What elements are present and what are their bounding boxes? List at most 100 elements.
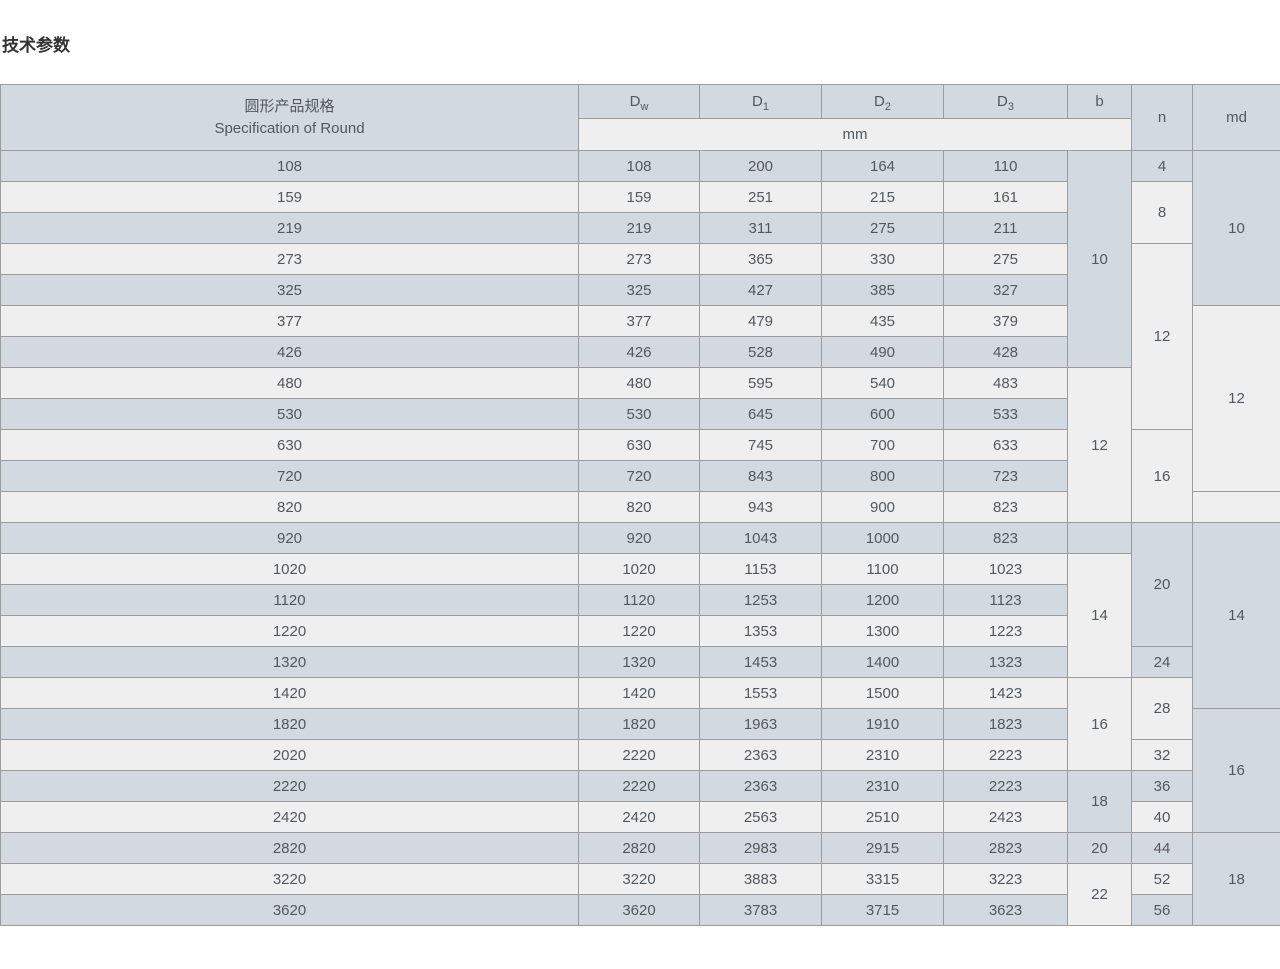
- cell-d2: 275: [822, 213, 944, 244]
- col-header-md: md: [1193, 85, 1280, 151]
- cell-d2: 330: [822, 244, 944, 275]
- cell-n: 32: [1132, 740, 1193, 771]
- cell-n: 16: [1132, 430, 1193, 523]
- spec-table: 圆形产品规格 Specification of Round Dw D1 D2 D…: [0, 84, 1280, 926]
- cell-b: 12: [1068, 368, 1132, 523]
- page-title: 技术参数: [2, 34, 1280, 58]
- cell-n: 12: [1132, 244, 1193, 430]
- cell-d3: 327: [944, 275, 1068, 306]
- cell-d1: 2363: [700, 740, 822, 771]
- cell-n: 56: [1132, 895, 1193, 926]
- cell-spec: 1420: [1, 678, 579, 709]
- cell-d3: 1323: [944, 647, 1068, 678]
- cell-dw: 2220: [579, 740, 700, 771]
- cell-dw: 720: [579, 461, 700, 492]
- cell-n: 52: [1132, 864, 1193, 895]
- cell-d3: 161: [944, 182, 1068, 213]
- cell-n: 8: [1132, 182, 1193, 244]
- cell-dw: 426: [579, 337, 700, 368]
- cell-d2: 164: [822, 151, 944, 182]
- cell-spec: 720: [1, 461, 579, 492]
- cell-d1: 745: [700, 430, 822, 461]
- cell-d3: 379: [944, 306, 1068, 337]
- cell-d1: 365: [700, 244, 822, 275]
- cell-n: 24: [1132, 647, 1193, 678]
- cell-spec: 3220: [1, 864, 579, 895]
- cell-b: 22: [1068, 864, 1132, 926]
- cell-d1: 1253: [700, 585, 822, 616]
- cell-d2: 1000: [822, 523, 944, 554]
- cell-d1: 1153: [700, 554, 822, 585]
- cell-spec: 219: [1, 213, 579, 244]
- cell-dw: 1320: [579, 647, 700, 678]
- cell-dw: 325: [579, 275, 700, 306]
- cell-d1: 251: [700, 182, 822, 213]
- cell-spec: 159: [1, 182, 579, 213]
- cell-spec: 820: [1, 492, 579, 523]
- cell-d1: 595: [700, 368, 822, 399]
- cell-d3: 533: [944, 399, 1068, 430]
- cell-d3: 1423: [944, 678, 1068, 709]
- spec-header-en: Specification of Round: [1, 118, 578, 140]
- cell-n: 40: [1132, 802, 1193, 833]
- cell-d1: 200: [700, 151, 822, 182]
- cell-spec: 1820: [1, 709, 579, 740]
- cell-d2: 2510: [822, 802, 944, 833]
- cell-d1: 843: [700, 461, 822, 492]
- cell-d2: 600: [822, 399, 944, 430]
- cell-d1: 3783: [700, 895, 822, 926]
- cell-dw: 273: [579, 244, 700, 275]
- cell-d2: 800: [822, 461, 944, 492]
- cell-dw: 1220: [579, 616, 700, 647]
- cell-d3: 275: [944, 244, 1068, 275]
- cell-d3: 1023: [944, 554, 1068, 585]
- col-header-d2: D2: [822, 85, 944, 119]
- cell-d3: 3623: [944, 895, 1068, 926]
- cell-dw: 2420: [579, 802, 700, 833]
- col-header-spec: 圆形产品规格 Specification of Round: [1, 85, 579, 151]
- cell-spec: 2020: [1, 740, 579, 771]
- cell-d3: 1823: [944, 709, 1068, 740]
- cell-dw: 1120: [579, 585, 700, 616]
- cell-d1: 2363: [700, 771, 822, 802]
- cell-md: 14: [1193, 523, 1280, 709]
- cell-d2: 1910: [822, 709, 944, 740]
- cell-d2: 1200: [822, 585, 944, 616]
- cell-b: 18: [1068, 771, 1132, 833]
- cell-dw: 377: [579, 306, 700, 337]
- cell-dw: 1020: [579, 554, 700, 585]
- col-header-b: b: [1068, 85, 1132, 119]
- col-header-d3: D3: [944, 85, 1068, 119]
- cell-d1: 943: [700, 492, 822, 523]
- cell-d2: 2915: [822, 833, 944, 864]
- cell-n: 44: [1132, 833, 1193, 864]
- unit-header: mm: [579, 119, 1132, 151]
- cell-d1: 1453: [700, 647, 822, 678]
- cell-spec: 325: [1, 275, 579, 306]
- cell-md: 10: [1193, 151, 1280, 306]
- cell-spec: 1020: [1, 554, 579, 585]
- cell-d2: 1400: [822, 647, 944, 678]
- cell-d3: 211: [944, 213, 1068, 244]
- cell-d1: 645: [700, 399, 822, 430]
- cell-spec: 2420: [1, 802, 579, 833]
- col-header-d1: D1: [700, 85, 822, 119]
- cell-md: 18: [1193, 833, 1280, 926]
- cell-n: 4: [1132, 151, 1193, 182]
- cell-dw: 630: [579, 430, 700, 461]
- cell-b: 16: [1068, 678, 1132, 771]
- cell-d2: 540: [822, 368, 944, 399]
- cell-d3: 428: [944, 337, 1068, 368]
- cell-d2: 1500: [822, 678, 944, 709]
- cell-dw: 920: [579, 523, 700, 554]
- cell-d1: 479: [700, 306, 822, 337]
- cell-d2: 1100: [822, 554, 944, 585]
- cell-spec: 1220: [1, 616, 579, 647]
